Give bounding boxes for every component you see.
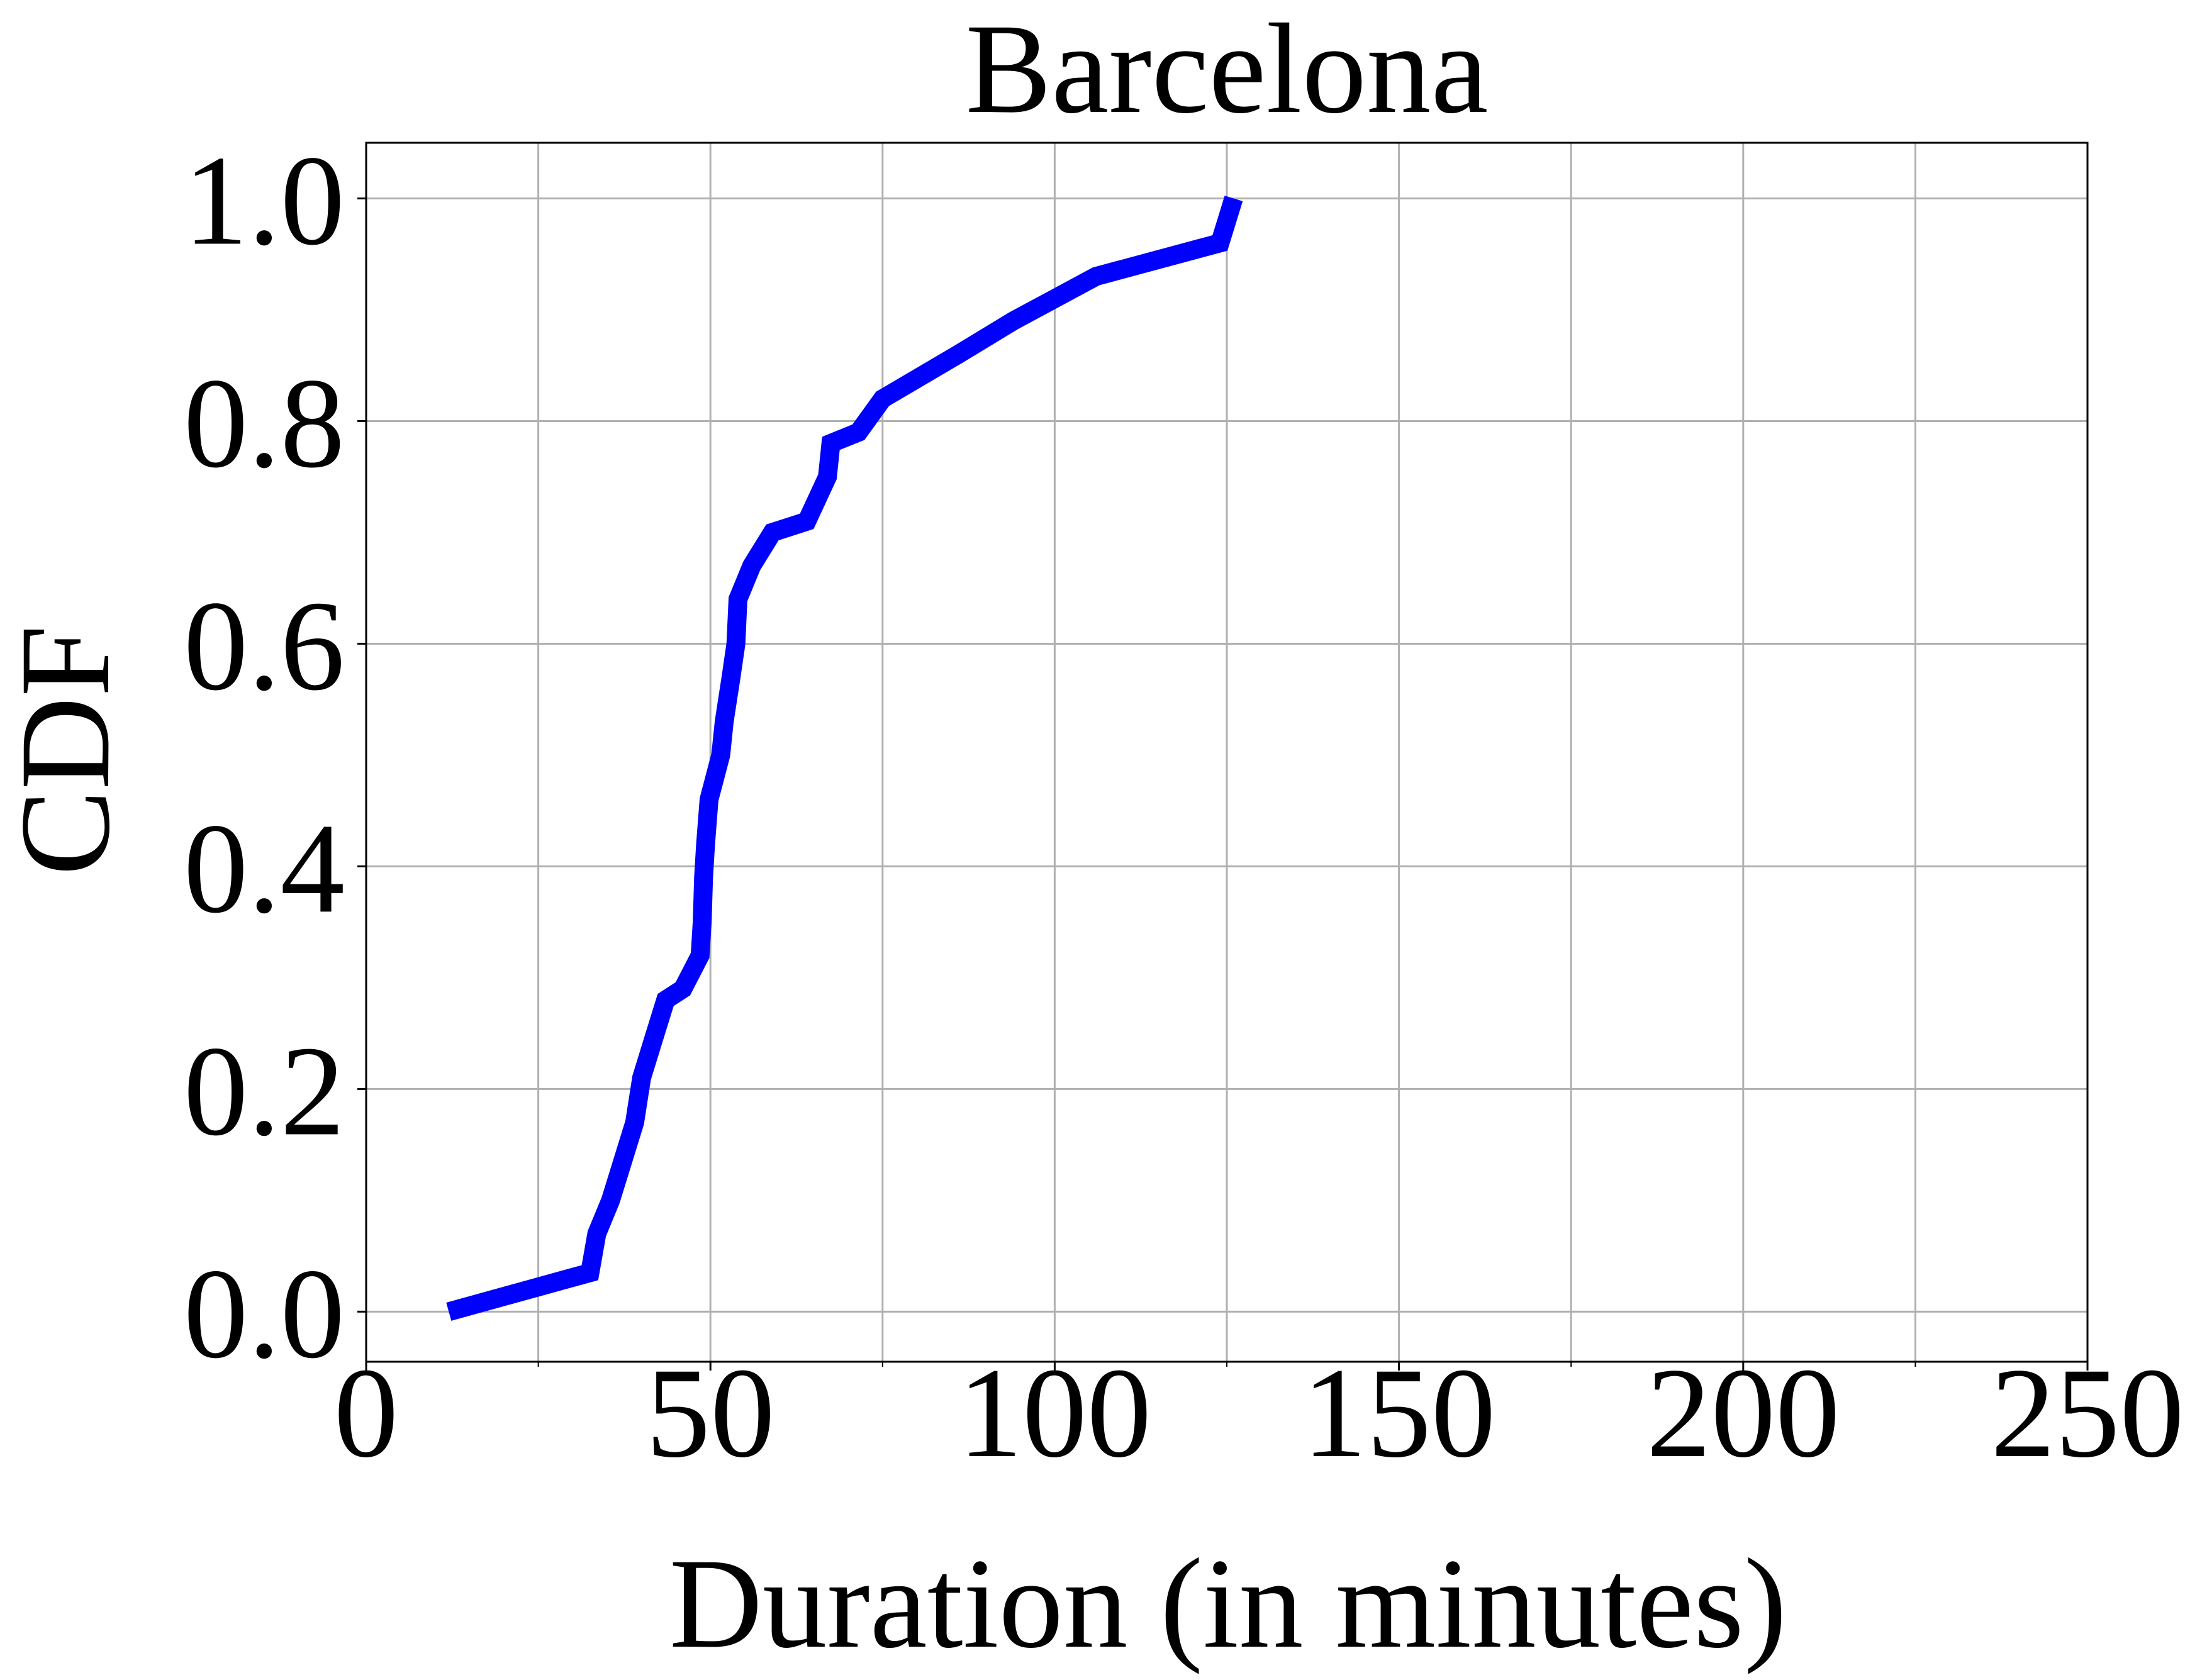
x-tick-label: 250 <box>1991 1342 2184 1484</box>
x-tick-label: 200 <box>1646 1342 1840 1484</box>
y-tick-label: 0.4 <box>184 797 345 940</box>
y-tick-label: 1.0 <box>184 129 345 272</box>
x-tick-label: 150 <box>1302 1342 1496 1484</box>
plot-frame <box>365 142 2089 1363</box>
cdf-series-line <box>446 196 1243 1321</box>
x-axis-label: Duration (in minutes) <box>669 1532 1787 1675</box>
y-axis-label: CDF <box>0 625 137 876</box>
y-tick-label: 0.2 <box>184 1020 345 1162</box>
x-tick-label: 50 <box>646 1342 775 1484</box>
y-tick-label: 0.8 <box>184 352 345 494</box>
x-tick-label: 0 <box>334 1342 399 1484</box>
x-tick-label: 100 <box>958 1342 1152 1484</box>
chart-title: Barcelona <box>966 0 1489 140</box>
gridlines <box>365 143 2089 1362</box>
x-tick-labels: 0 50 100 150 200 250 <box>334 1342 2184 1484</box>
y-tick-label: 0.6 <box>184 574 345 717</box>
y-tick-labels: 0.0 0.2 0.4 0.6 0.8 1.0 <box>184 129 345 1385</box>
major-ticks <box>357 197 2089 1371</box>
y-tick-label: 0.0 <box>184 1242 345 1385</box>
